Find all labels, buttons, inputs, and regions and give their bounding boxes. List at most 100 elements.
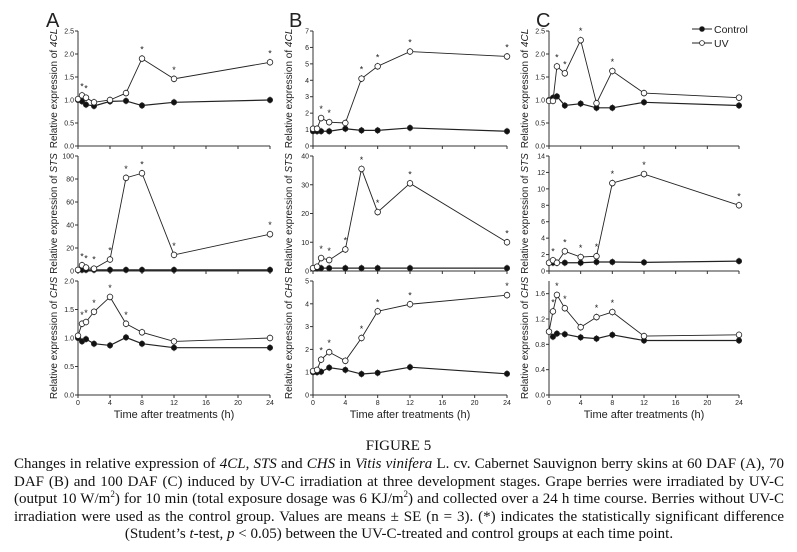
series-line-uv	[77, 296, 271, 342]
significance-star: *	[376, 297, 380, 307]
x-tick-label: 8	[140, 400, 144, 407]
data-point-uv	[553, 291, 561, 299]
x-tick-label: 20	[234, 400, 242, 407]
data-point-uv	[503, 291, 511, 299]
data-point-uv	[313, 366, 321, 374]
significance-star: *	[408, 169, 412, 179]
y-tick-label: 0	[305, 393, 309, 400]
y-tick-label: 40	[301, 154, 309, 161]
y-tick-label: 2	[541, 252, 545, 259]
data-point-uv	[82, 264, 90, 271]
data-point-control	[736, 337, 743, 344]
data-point-uv	[317, 356, 325, 363]
caption-segment: 4CL	[219, 456, 246, 472]
data-point-control	[406, 265, 413, 272]
x-tick-label: 20	[471, 400, 479, 407]
data-point-control	[358, 265, 365, 272]
significance-star: *	[563, 237, 567, 247]
data-point-control	[266, 266, 273, 273]
data-point-uv	[317, 114, 325, 122]
y-tick-label: 2.0	[64, 52, 74, 59]
y-label-prefix: Relative expression of	[49, 47, 60, 148]
significance-star: *	[319, 346, 323, 356]
significance-star: *	[579, 243, 583, 253]
x-tick-label: 24	[503, 400, 511, 407]
data-point-control	[374, 127, 381, 134]
x-tick-label: 8	[610, 400, 614, 407]
data-point-control	[503, 265, 510, 272]
data-point-control	[561, 102, 568, 109]
data-point-control	[561, 259, 568, 266]
data-point-uv	[138, 170, 146, 177]
y-tick-label: 2.5	[64, 29, 74, 36]
y-tick-label: 1	[305, 370, 309, 377]
y-tick-label: 5	[305, 61, 309, 68]
data-point-uv	[122, 174, 130, 182]
data-point-uv	[170, 338, 178, 345]
significance-star: *	[140, 159, 144, 169]
legend-label-control: Control	[714, 24, 748, 36]
x-tick-label: 20	[703, 400, 711, 407]
caption-segment: STS	[253, 456, 277, 472]
y-tick-label: 1.6	[535, 291, 545, 298]
data-point-uv	[90, 265, 98, 272]
y-tick-label: 0.0	[535, 144, 545, 151]
subplot-sts: 0 2 4 6 8 10 12 14 Relative expression of STS * * *…	[520, 153, 743, 276]
y-tick-label: 2	[305, 347, 309, 354]
y-label-prefix: Relative expression of	[520, 173, 531, 274]
y-tick-label: 3	[305, 324, 309, 331]
y-label-gene: 4CL	[284, 29, 295, 47]
data-point-control	[561, 331, 568, 338]
significance-star: *	[595, 303, 599, 313]
y-tick-label: 6	[541, 219, 545, 226]
significance-star: *	[360, 65, 364, 75]
x-tick-label: 24	[735, 400, 743, 407]
y-label-prefix: Relative expression of	[520, 47, 531, 148]
y-axis-label: Relative expression of 4CL	[284, 29, 295, 149]
data-point-uv	[325, 256, 333, 264]
significance-star: *	[80, 310, 84, 320]
y-tick-label: 14	[537, 154, 545, 161]
significance-star: *	[172, 65, 176, 75]
data-point-control	[358, 371, 365, 378]
data-point-control	[326, 128, 333, 135]
significance-star: *	[505, 228, 509, 238]
y-tick-label: 1.2	[535, 317, 545, 324]
y-axis-label: Relative expression of 4CL	[49, 29, 60, 149]
data-point-uv	[325, 118, 333, 126]
x-tick-label: 16	[438, 400, 446, 407]
data-point-uv	[82, 318, 90, 326]
significance-star: *	[108, 283, 112, 293]
data-point-control	[107, 342, 114, 349]
data-point-control	[326, 265, 333, 272]
data-point-uv	[735, 202, 743, 209]
significance-star: *	[579, 26, 583, 36]
y-tick-label: 0.5	[64, 364, 74, 371]
subplot-sts: 0 10 20 30 40 Relative expression of STS * * * * *…	[284, 153, 511, 276]
caption-segment: Changes in relative expression of	[14, 456, 220, 472]
series-line-uv	[313, 51, 508, 130]
significance-star: *	[84, 308, 88, 318]
data-point-uv	[503, 239, 511, 246]
data-point-uv	[561, 70, 569, 77]
y-tick-label: 20	[301, 211, 309, 218]
subplot-chs: 0.0 0.4 0.8 1.2 1.6 0 4 8 12 16 20 24 Relative expre…	[520, 277, 743, 407]
figure-caption: Changes in relative expression of 4CL, S…	[14, 456, 784, 544]
x-tick-label: 16	[672, 400, 680, 407]
significance-star: *	[92, 255, 96, 265]
y-tick-label: 0	[70, 269, 74, 276]
y-tick-label: 3	[305, 94, 309, 101]
significance-star: *	[360, 324, 364, 334]
data-point-control	[593, 335, 600, 342]
y-label-prefix: Relative expression of	[49, 298, 60, 399]
data-point-uv	[374, 63, 381, 70]
y-tick-label: 0.5	[64, 121, 74, 128]
y-tick-label: 10	[301, 240, 309, 247]
significance-star: *	[84, 84, 88, 94]
data-point-control	[138, 340, 145, 347]
x-tick-label: 12	[640, 400, 648, 407]
significance-star: *	[551, 246, 555, 256]
caption-segment: Vitis vinifera	[355, 456, 433, 472]
data-point-uv	[90, 308, 98, 315]
